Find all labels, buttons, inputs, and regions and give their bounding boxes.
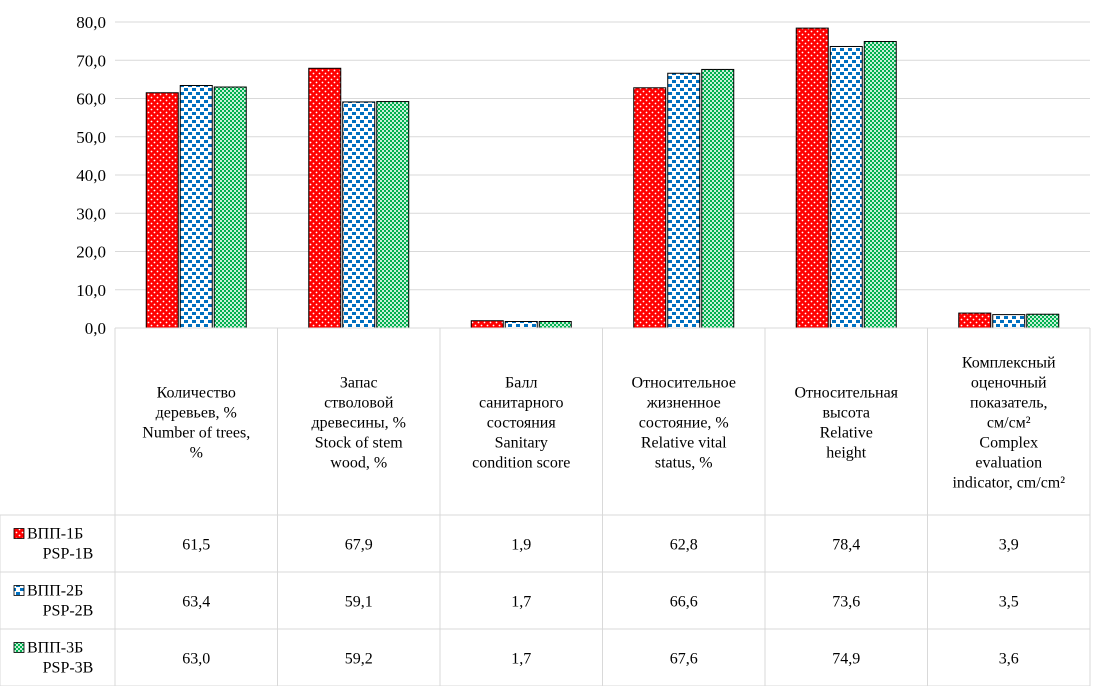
y-tick-label: 70,0: [76, 51, 106, 70]
table-value: 74,9: [832, 651, 860, 668]
series-name: ВПП-2Б PSP-2B: [27, 583, 93, 620]
table-value: 1,9: [511, 537, 531, 554]
y-tick-label: 10,0: [76, 281, 106, 300]
bar: [308, 67, 342, 329]
gridlines: [115, 21, 1090, 329]
bar: [633, 87, 667, 329]
category-label: Балл санитарного состояния Sanitary conditio…: [472, 375, 570, 472]
table-value: 1,7: [511, 651, 531, 668]
bar: [829, 45, 863, 329]
table-value: 3,9: [999, 537, 1019, 554]
table-value: 3,5: [999, 594, 1019, 611]
bar: [701, 68, 735, 329]
bar: [667, 72, 701, 329]
y-tick-label: 20,0: [76, 243, 106, 262]
table-value: 63,4: [182, 594, 210, 611]
bar: [213, 86, 247, 329]
legend-key: [13, 642, 25, 653]
y-tick-label: 0,0: [85, 319, 106, 338]
bar: [958, 312, 992, 329]
table-value: 59,1: [345, 594, 373, 611]
bar: [179, 84, 213, 329]
bar: [342, 101, 376, 329]
category-label: Количество деревьев, % Number of trees,%: [142, 385, 250, 462]
table-value: 59,2: [345, 651, 373, 668]
bar: [992, 314, 1026, 329]
y-tick-label: 30,0: [76, 204, 106, 223]
table-value: 66,6: [670, 594, 698, 611]
series-name: ВПП-1Б PSP-1B: [27, 526, 93, 563]
table-value: 73,6: [832, 594, 860, 611]
y-tick-label: 80,0: [76, 13, 106, 32]
table-value: 61,5: [182, 537, 210, 554]
table-value: 78,4: [832, 537, 860, 554]
y-tick-label: 50,0: [76, 128, 106, 147]
bar: [863, 41, 897, 329]
table-value: 1,7: [511, 594, 531, 611]
bar: [145, 92, 179, 329]
category-label: Комплексный оценочный показатель, см/см² Com…: [952, 355, 1065, 492]
y-tick-label: 40,0: [76, 166, 106, 185]
table-value: 62,8: [670, 537, 698, 554]
bar: [504, 320, 538, 329]
bar: [470, 320, 504, 329]
y-tick-label: 60,0: [76, 90, 106, 109]
y-axis: 0,0 10,0 20,0 30,0 40,0 50,0 60,0 70,0 80,0: [76, 13, 106, 338]
table-value: 3,6: [999, 651, 1019, 668]
bars: [145, 27, 1060, 329]
category-label: Относительное жизненное состояние, % Relati…: [632, 375, 736, 472]
table-value: 63,0: [182, 651, 210, 668]
legend-key: [13, 528, 25, 539]
table-value: 67,6: [670, 651, 698, 668]
data-table: Количество деревьев, % Number of trees, % За…: [0, 327, 1091, 686]
table-value: 67,9: [345, 537, 373, 554]
legend-key: [13, 585, 25, 596]
bar: [795, 27, 829, 329]
category-label: Запас стволовой древесины, % Stock of stem w…: [311, 375, 406, 472]
category-label: Относительная высота Relative height: [794, 385, 898, 462]
series-name: ВПП-3Б PSP-3B: [27, 640, 93, 677]
bar: [538, 320, 572, 329]
bar: [1026, 313, 1060, 329]
bar: [376, 101, 410, 329]
